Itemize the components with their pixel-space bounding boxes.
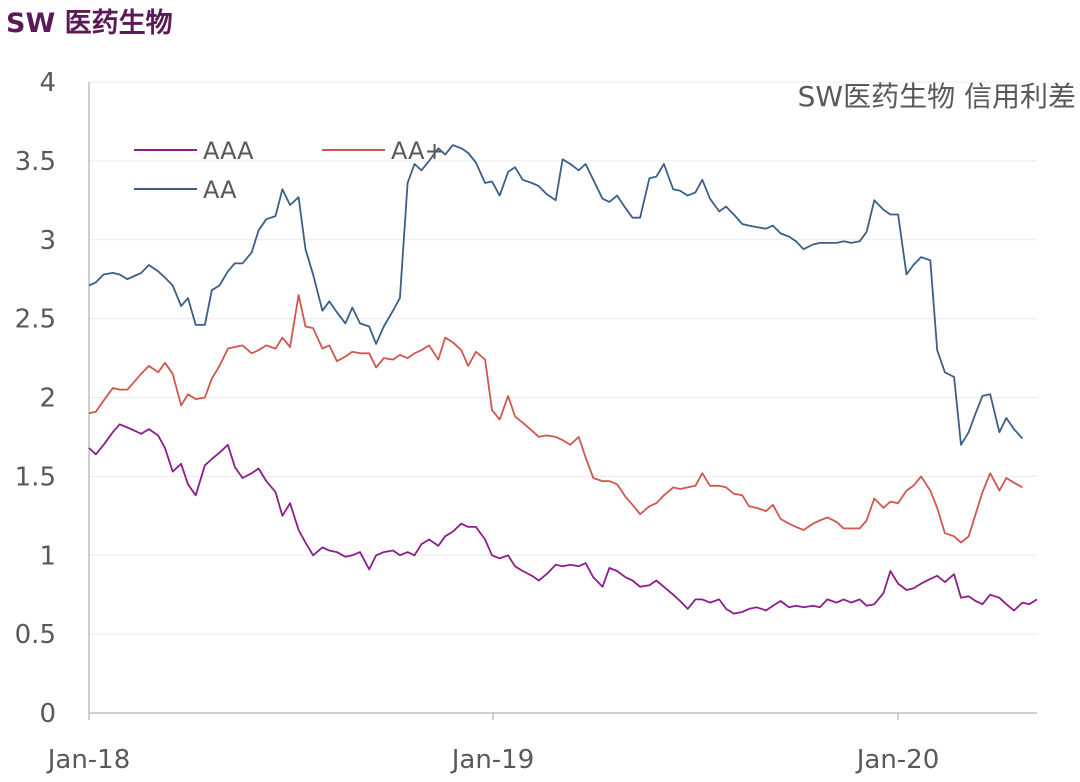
series-line-aa bbox=[88, 144, 1024, 446]
legend-label: AA bbox=[203, 176, 237, 204]
y-tick-label: 1 bbox=[39, 541, 56, 571]
y-tick-label: 1.5 bbox=[15, 462, 56, 492]
x-tick-label: Jan-19 bbox=[450, 745, 535, 775]
y-tick-label: 3.5 bbox=[15, 147, 56, 177]
page-title: SW 医药生物 bbox=[6, 8, 173, 39]
legend-label: AA+ bbox=[391, 137, 445, 165]
legend-label: AAA bbox=[203, 137, 254, 165]
x-tick-label: Jan-20 bbox=[855, 745, 940, 775]
legend: AAA AA+ AA bbox=[134, 137, 445, 204]
y-tick-label: 2.5 bbox=[15, 305, 56, 335]
y-tick-label: 0 bbox=[39, 699, 56, 729]
series-line-aa-plus bbox=[88, 294, 1023, 544]
series-line-aaa bbox=[88, 423, 1038, 615]
chart-title: SW医药生物 信用利差 bbox=[798, 80, 1076, 113]
y-tick-label: 2 bbox=[39, 384, 56, 414]
axes: 0 0.5 1 1.5 2 2.5 3 3.5 4 Jan-18 Jan-19 Jan-20 bbox=[15, 68, 1037, 775]
y-tick-label: 4 bbox=[39, 68, 56, 98]
series-lines bbox=[88, 144, 1038, 615]
x-tick-label: Jan-18 bbox=[46, 745, 131, 775]
y-tick-label: 3 bbox=[39, 226, 56, 256]
y-tick-label: 0.5 bbox=[15, 620, 56, 650]
